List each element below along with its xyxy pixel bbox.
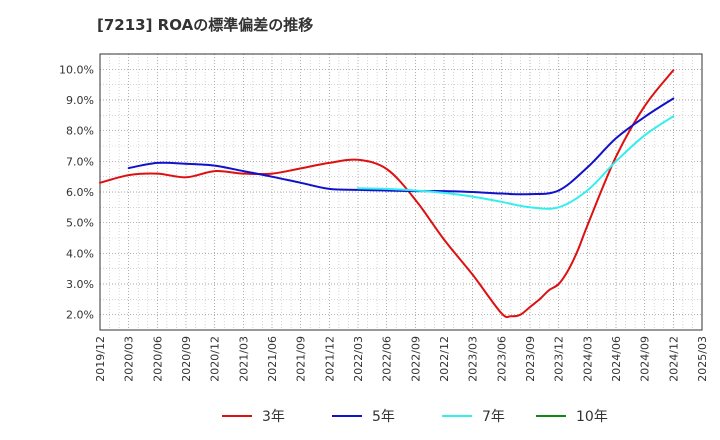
y-tick-label: 5.0%: [66, 217, 94, 230]
x-tick-label: 2020/12: [209, 336, 222, 382]
x-tick-label: 2022/09: [409, 336, 422, 382]
x-tick-label: 2024/03: [581, 336, 594, 382]
y-tick-label: 7.0%: [66, 155, 94, 168]
x-tick-label: 2023/06: [495, 336, 508, 382]
x-tick-label: 2020/09: [180, 336, 193, 382]
x-tick-label: 2022/03: [352, 336, 365, 382]
x-tick-label: 2023/03: [467, 336, 480, 382]
x-tick-label: 2021/03: [237, 336, 250, 382]
x-tick-label: 2023/09: [524, 336, 537, 382]
series-line-3: [357, 115, 675, 210]
x-tick-label: 2024/06: [610, 336, 623, 382]
series-line-1: [99, 69, 675, 319]
x-tick-label: 2019/12: [94, 336, 107, 382]
x-tick-label: 2022/06: [381, 336, 394, 382]
y-tick-label: 3.0%: [66, 278, 94, 291]
x-tick-label: 2021/06: [266, 336, 279, 382]
legend-label: 10年: [576, 409, 608, 425]
y-tick-label: 10.0%: [59, 63, 94, 76]
x-tick-label: 2022/12: [438, 336, 451, 382]
chart-title: [7213] ROAの標準偏差の推移: [97, 16, 314, 34]
legend-label: 3年: [262, 409, 285, 425]
plot-frame: [99, 53, 703, 331]
y-tick-label: 2.0%: [66, 309, 94, 322]
y-tick-label: 6.0%: [66, 186, 94, 199]
x-tick-label: 2021/09: [295, 336, 308, 382]
x-tick-label: 2024/09: [639, 336, 652, 382]
x-tick-label: 2020/03: [123, 336, 136, 382]
legend-label: 5年: [372, 409, 395, 425]
series-line-2: [127, 97, 675, 196]
x-tick-label: 2024/12: [667, 336, 680, 382]
y-tick-label: 4.0%: [66, 247, 94, 260]
x-tick-label: 2020/06: [151, 336, 164, 382]
x-tick-label: 2021/12: [323, 336, 336, 382]
legend-label: 7年: [482, 409, 505, 425]
x-tick-label: 2025/03: [696, 336, 709, 382]
x-tick-label: 2023/12: [553, 336, 566, 382]
y-tick-label: 8.0%: [66, 125, 94, 138]
y-tick-label: 9.0%: [66, 94, 94, 107]
